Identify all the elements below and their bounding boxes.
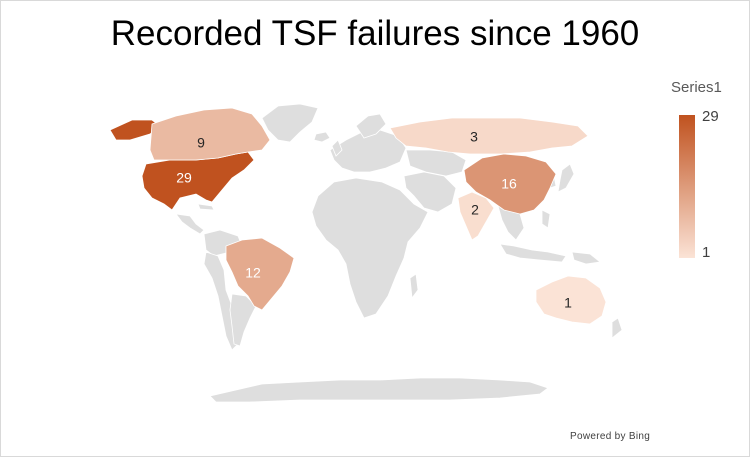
data-labels: 29 16 12 9 3 2 1 [176, 129, 572, 311]
legend-min-label: 1 [702, 244, 711, 261]
data-label-china: 16 [501, 176, 517, 192]
region-brazil [225, 237, 295, 311]
new-zealand [611, 317, 623, 339]
region-australia [535, 275, 607, 325]
data-label-brazil: 12 [245, 265, 261, 281]
madagascar [409, 273, 419, 300]
data-regions [109, 107, 607, 325]
attribution: Powered by Bing [570, 431, 651, 442]
iceland [313, 131, 331, 143]
region-russia [389, 117, 589, 155]
region-canada [149, 107, 271, 161]
chart-title: Recorded TSF failures since 1960 [110, 14, 640, 53]
philippines [541, 209, 551, 229]
data-label-russia: 3 [470, 129, 478, 145]
data-label-india: 2 [471, 202, 479, 218]
africa [311, 177, 429, 319]
indonesia [499, 243, 567, 263]
new-guinea [571, 251, 601, 265]
data-label-united-states: 29 [176, 170, 192, 186]
legend-color-scale [679, 115, 695, 258]
region-india [457, 191, 495, 241]
legend-max-label: 29 [702, 108, 719, 125]
japan [557, 163, 575, 193]
south-america-west [203, 251, 239, 351]
legend-title: Series1 [671, 79, 722, 96]
scandinavia [355, 113, 387, 139]
greenland [261, 103, 319, 143]
data-label-canada: 9 [197, 135, 205, 151]
uk [331, 139, 343, 157]
central-america [175, 213, 205, 235]
central-asia [405, 149, 467, 177]
caribbean [197, 203, 215, 211]
region-china [463, 153, 557, 215]
data-label-australia: 1 [564, 295, 572, 311]
antarctica [209, 377, 549, 403]
